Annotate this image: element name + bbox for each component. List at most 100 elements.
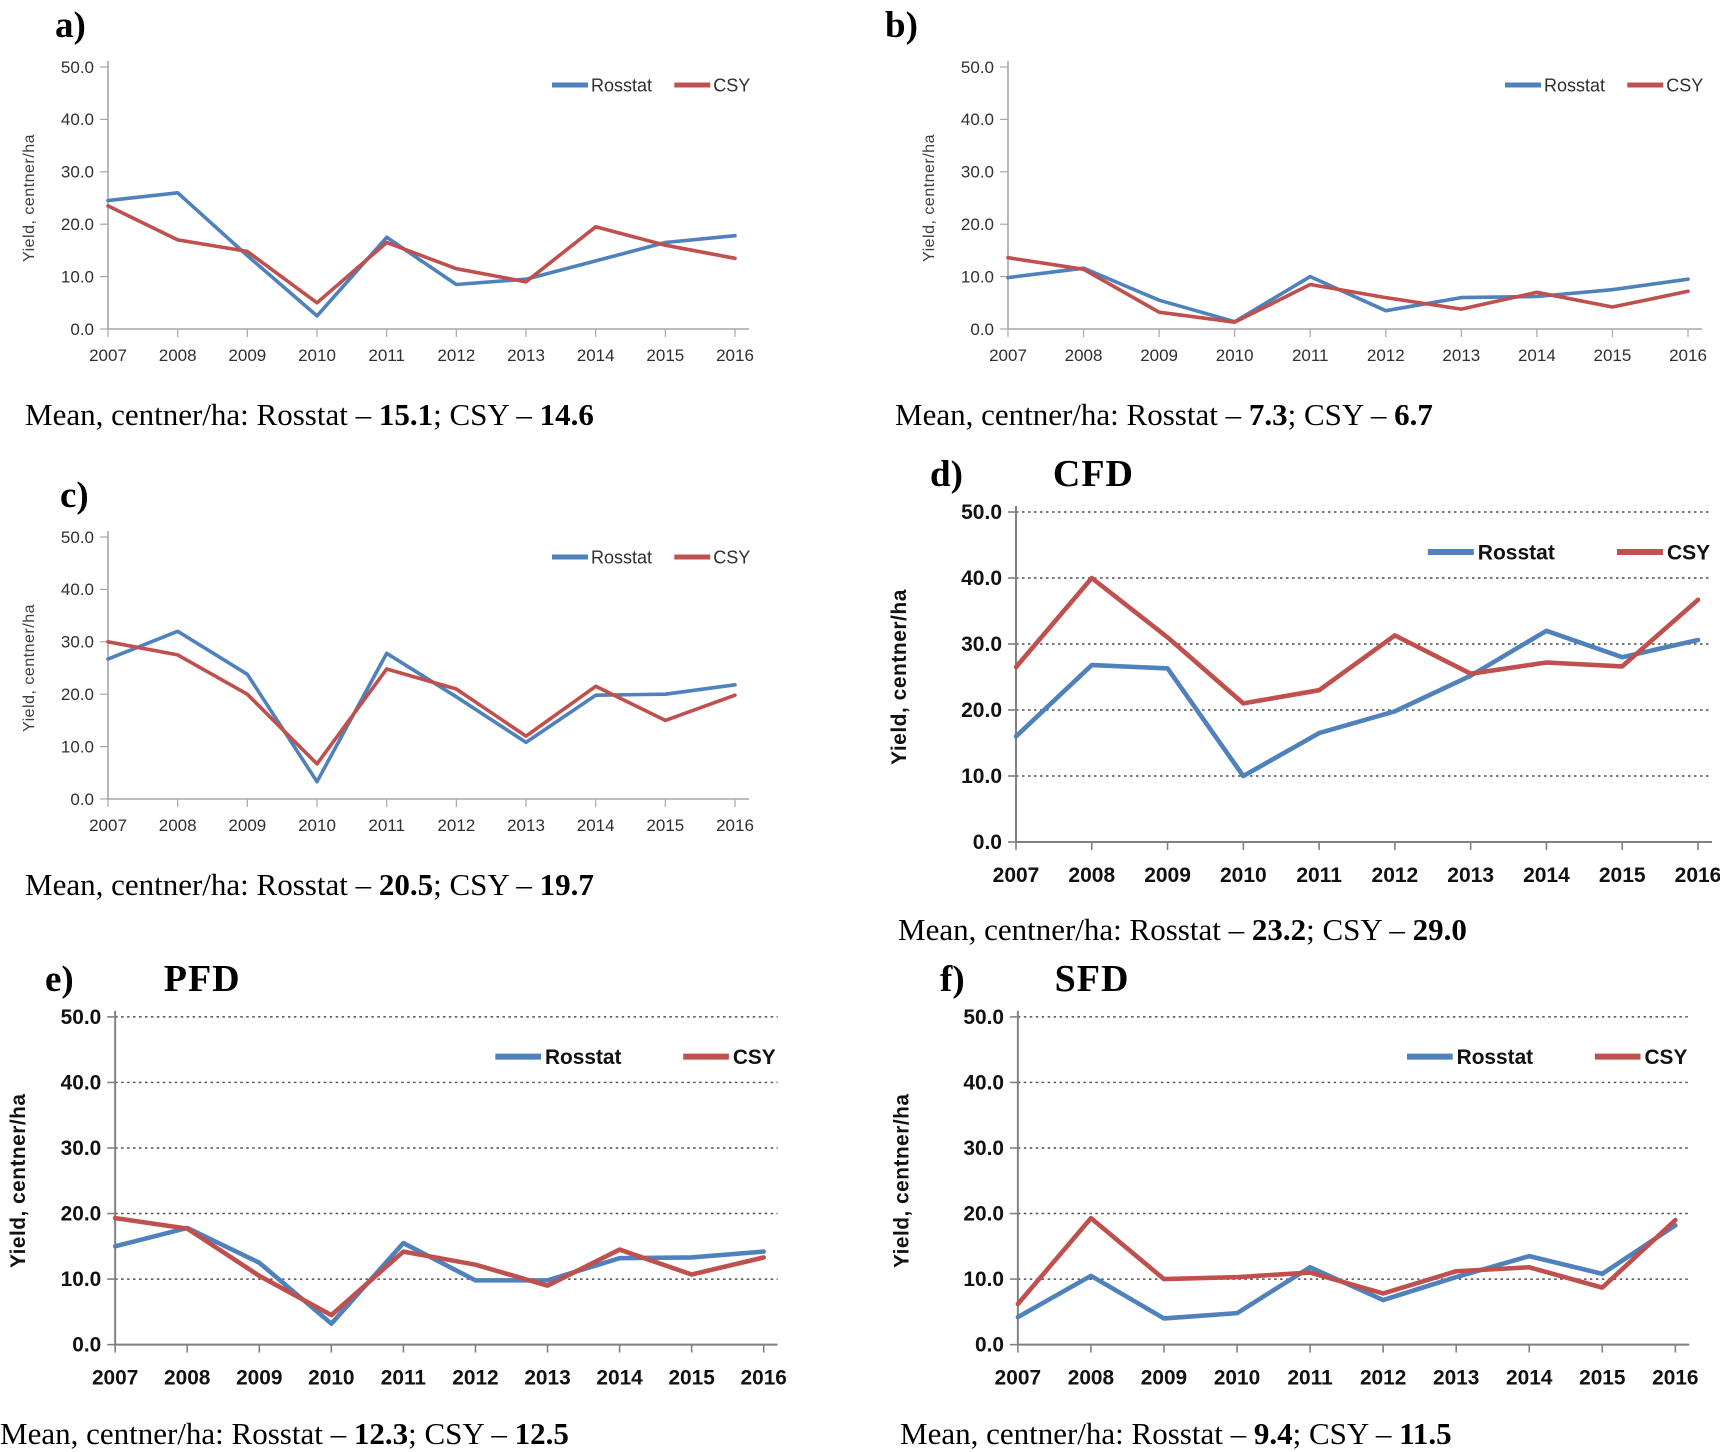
caption-prefix: Mean, centner/ha: Rosstat – (0, 1416, 354, 1451)
panel-e-title: PFD (163, 958, 241, 1000)
series-line-rosstat (106, 629, 737, 784)
mean-rosstat-value: 9.4 (1253, 1416, 1293, 1451)
y-axis-title: Yield, centner/ha (891, 1093, 914, 1267)
chart-f: 0.0 10.0 20.0 30.0 40.0 50.0 2007 2008 2009 2010 2… (891, 1006, 1699, 1389)
series-line-rosstat (1006, 266, 1690, 324)
x-tick-label: 2007 (995, 1366, 1041, 1389)
figure-row-3: e) PFD 0.0 10.0 20.0 30.0 40.0 50.0 2007 2008 20… (0, 953, 1720, 1452)
legend-label-csy: CSY (733, 1046, 776, 1069)
caption-separator: ; CSY – (408, 1416, 515, 1451)
y-axis-title: Yield, centner/ha (21, 134, 38, 262)
y-tick-label: 40.0 (61, 580, 94, 599)
mean-rosstat-value: 23.2 (1251, 911, 1307, 947)
mean-rosstat-value: 7.3 (1248, 396, 1288, 432)
x-tick-label: 2014 (1506, 1366, 1553, 1389)
figure-row-2: c) 0.0 10.0 20.0 30.0 40.0 50.0 2007 2008 2009 20… (0, 448, 1720, 953)
y-tick-label: 20.0 (61, 685, 94, 704)
y-tick-label: 30.0 (963, 1137, 1004, 1160)
x-tick-label: 2015 (646, 816, 684, 835)
mean-rosstat-value: 15.1 (378, 396, 434, 432)
caption-separator: ; CSY – (433, 396, 540, 432)
panel-a: a) 0.0 10.0 20.0 30.0 40.0 50.0 2007 2008 2009 20… (0, 0, 860, 448)
series-line-rosstat (106, 190, 737, 318)
y-axis-title: Yield, centner/ha (21, 604, 38, 732)
y-tick-label: 30.0 (961, 162, 994, 181)
legend-label-csy: CSY (713, 75, 750, 95)
y-tick-label: 30.0 (61, 162, 94, 181)
panel-f-caption: Mean, centner/ha: Rosstat – 9.4; CSY – 1… (900, 1416, 1452, 1452)
x-tick-label: 2007 (89, 816, 127, 835)
y-tick-label: 40.0 (61, 1071, 102, 1094)
x-tick-label: 2011 (1296, 864, 1342, 887)
x-tick-label: 2009 (1140, 346, 1178, 365)
y-tick-label: 50.0 (61, 57, 94, 76)
series-line-rosstat (1013, 628, 1701, 779)
x-tick-label: 2013 (1433, 1366, 1479, 1389)
x-tick-label: 2012 (1360, 1366, 1406, 1389)
x-tick-label: 2015 (646, 346, 684, 365)
y-tick-label: 10.0 (961, 267, 994, 286)
x-tick-label: 2016 (716, 346, 754, 365)
caption-prefix: Mean, centner/ha: Rosstat – (25, 866, 379, 902)
chart-d: 0.0 10.0 20.0 30.0 40.0 50.0 2007 2008 2009 2010 2… (888, 501, 1720, 887)
panel-a-label: a) (55, 5, 86, 46)
panel-b-header: b) (885, 5, 918, 47)
y-tick-label: 20.0 (961, 699, 1002, 722)
panel-a-header: a) (55, 5, 86, 47)
legend-label-rosstat: Rosstat (1457, 1046, 1534, 1069)
x-tick-label: 2009 (228, 816, 266, 835)
mean-csy-value: 14.6 (539, 396, 594, 432)
y-tick-label: 0.0 (70, 319, 94, 338)
caption-prefix: Mean, centner/ha: Rosstat – (898, 911, 1252, 947)
x-tick-label: 2012 (437, 346, 475, 365)
panel-b-caption: Mean, centner/ha: Rosstat – 7.3; CSY – 6… (895, 397, 1433, 433)
x-tick-label: 2012 (452, 1366, 498, 1389)
figure-row-1: a) 0.0 10.0 20.0 30.0 40.0 50.0 2007 2008 2009 20… (0, 0, 1720, 448)
x-tick-label: 2008 (159, 346, 197, 365)
x-tick-label: 2007 (89, 346, 127, 365)
x-tick-label: 2012 (1372, 864, 1419, 887)
x-tick-label: 2012 (1367, 346, 1405, 365)
caption-separator: ; CSY – (1292, 1416, 1400, 1451)
mean-csy-value: 12.5 (514, 1416, 569, 1451)
panel-e-header: e) PFD (45, 958, 241, 1001)
x-tick-label: 2014 (1523, 864, 1570, 887)
series-line-csy (112, 1215, 766, 1318)
series-line-rosstat (112, 1225, 766, 1326)
x-tick-label: 2011 (368, 346, 405, 365)
x-tick-label: 2015 (1599, 864, 1646, 887)
x-tick-label: 2011 (368, 816, 405, 835)
x-tick-label: 2011 (1292, 346, 1329, 365)
panel-e: e) PFD 0.0 10.0 20.0 30.0 40.0 50.0 2007 2008 20… (0, 953, 860, 1452)
legend-label-csy: CSY (1667, 541, 1710, 564)
chart-e: 0.0 10.0 20.0 30.0 40.0 50.0 2007 2008 2009 2010 2… (7, 1006, 787, 1389)
panel-d-title: CFD (1052, 453, 1135, 495)
y-tick-label: 10.0 (61, 1268, 102, 1291)
y-tick-label: 40.0 (963, 1071, 1004, 1094)
panel-c: c) 0.0 10.0 20.0 30.0 40.0 50.0 2007 2008 2009 20… (0, 448, 860, 953)
x-tick-label: 2013 (507, 816, 545, 835)
x-tick-label: 2010 (308, 1366, 354, 1389)
panel-c-label: c) (60, 475, 89, 516)
panel-f: f) SFD 0.0 10.0 20.0 30.0 40.0 50.0 2007 2008 20… (860, 953, 1720, 1452)
y-tick-label: 30.0 (61, 632, 94, 651)
series-line-csy (1006, 255, 1690, 324)
y-tick-label: 0.0 (973, 831, 1002, 854)
x-tick-label: 2008 (1068, 864, 1115, 887)
x-tick-label: 2014 (577, 816, 615, 835)
y-tick-label: 30.0 (61, 1137, 102, 1160)
legend-label-rosstat: Rosstat (1544, 75, 1605, 95)
panel-b-label: b) (885, 5, 918, 46)
series-line-csy (1013, 575, 1701, 706)
x-tick-label: 2008 (164, 1366, 210, 1389)
panel-e-label: e) (45, 959, 74, 1000)
chart-c: 0.0 10.0 20.0 30.0 40.0 50.0 2007 2008 2009 2010 2… (21, 527, 754, 835)
mean-csy-value: 6.7 (1394, 396, 1433, 432)
x-tick-label: 2009 (1144, 864, 1191, 887)
y-tick-label: 10.0 (961, 765, 1002, 788)
legend-label-csy: CSY (1666, 75, 1703, 95)
y-tick-label: 0.0 (975, 1334, 1004, 1357)
x-tick-label: 2014 (596, 1366, 643, 1389)
x-tick-label: 2014 (1518, 346, 1556, 365)
legend-label-rosstat: Rosstat (545, 1046, 622, 1069)
